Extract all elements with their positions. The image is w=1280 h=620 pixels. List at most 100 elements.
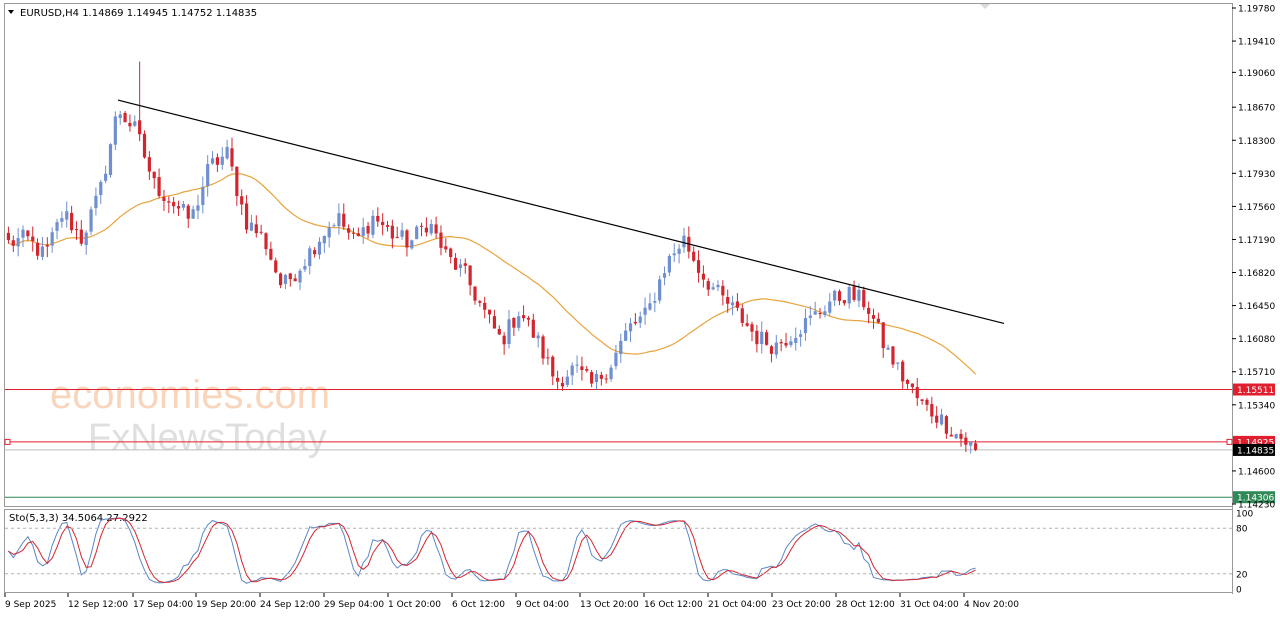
candle-body <box>463 263 467 266</box>
candle-body <box>473 286 477 301</box>
candle-body <box>147 157 151 172</box>
candle-body <box>847 287 851 304</box>
candle-body <box>371 215 375 235</box>
collapse-triangle-icon[interactable] <box>8 10 14 14</box>
candle-body <box>390 225 394 239</box>
candle-body <box>322 235 326 244</box>
candle-body <box>594 373 599 383</box>
oscillator-frame <box>4 509 1233 593</box>
candle-body <box>760 331 764 345</box>
candle-body <box>813 311 817 315</box>
time-tick-label: 31 Oct 04:00 <box>900 600 959 610</box>
time-tick-label: 17 Sep 04:00 <box>133 600 193 610</box>
candle-body <box>964 437 968 445</box>
candle-body <box>395 236 399 238</box>
price-tick-label: 1.14600 <box>1238 467 1275 477</box>
candle-body <box>84 232 88 246</box>
candle-body <box>930 404 934 417</box>
candle-body <box>667 255 671 273</box>
candle-body <box>415 226 419 240</box>
candle-body <box>439 232 443 248</box>
candle-body <box>609 367 613 380</box>
candle-body <box>449 248 453 258</box>
candle-body <box>774 342 778 355</box>
candle-body <box>949 434 953 437</box>
candle-body <box>444 246 448 250</box>
candle-body <box>973 443 978 450</box>
candle-body <box>721 285 725 296</box>
candle-body <box>716 284 720 288</box>
candle-body <box>619 340 623 355</box>
candle-body <box>259 231 263 233</box>
candle-body <box>711 287 715 290</box>
level-price-label: 1.14835 <box>1237 446 1274 456</box>
candle-body <box>254 224 258 234</box>
candle-body <box>215 157 220 165</box>
candle-body <box>604 378 608 380</box>
candle-body <box>210 158 215 164</box>
time-tick-label: 9 Oct 04:00 <box>516 600 569 610</box>
candle-body <box>104 173 108 181</box>
candle-body <box>142 133 147 158</box>
candle-body <box>99 182 103 196</box>
price-tick-label: 1.17560 <box>1238 203 1275 213</box>
candle-body <box>483 302 487 310</box>
candle-body <box>580 366 584 371</box>
stochastic-layer <box>7 517 976 584</box>
candle-body <box>745 323 749 326</box>
candle-body <box>376 215 380 222</box>
candle-body <box>35 242 40 256</box>
candle-body <box>764 332 769 345</box>
candle-body <box>556 377 560 382</box>
candle-body <box>293 278 297 282</box>
watermark-line2: FxNewsToday <box>88 417 327 459</box>
candle-body <box>881 322 885 349</box>
price-tick-label: 1.19410 <box>1238 38 1275 48</box>
candle-body <box>784 342 788 346</box>
candle-body <box>361 227 365 236</box>
candle-body <box>915 387 919 399</box>
candle-body <box>536 335 540 339</box>
candle-body <box>648 303 652 310</box>
candle-body <box>366 225 370 234</box>
candle-body <box>381 221 385 226</box>
candle-body <box>726 297 730 304</box>
candle-body <box>512 317 516 328</box>
candle-body <box>453 257 458 270</box>
candle-body <box>799 334 803 337</box>
level-price-label: 1.14925 <box>1237 438 1274 448</box>
candle-body <box>405 230 409 248</box>
candle-body <box>303 265 307 270</box>
candle-body <box>638 316 642 323</box>
level-price-label: 1.14306 <box>1237 494 1274 504</box>
candle-body <box>157 177 161 196</box>
candle-body <box>89 209 93 232</box>
candle-body <box>108 144 113 176</box>
candle-body <box>857 289 861 301</box>
candle-body <box>935 415 939 423</box>
candle-body <box>633 321 637 324</box>
candle-body <box>118 114 122 118</box>
time-tick-label: 13 Oct 20:00 <box>580 600 639 610</box>
oscillator-title: Sto(5,3,3) 34.5064 27.2922 <box>9 513 148 524</box>
candle-body <box>852 286 856 300</box>
candle-body <box>123 112 127 123</box>
candle-body <box>308 248 312 267</box>
candle-body <box>356 233 360 237</box>
candle-body <box>332 225 336 227</box>
candle-body <box>677 248 681 254</box>
time-tick-label: 4 Nov 20:00 <box>964 600 1019 610</box>
candle-body <box>833 290 837 301</box>
candle-body <box>624 330 628 341</box>
candle-body <box>152 171 156 179</box>
candle-body <box>867 307 871 314</box>
candle-body <box>750 324 754 332</box>
candle-body <box>133 121 137 126</box>
candle-body <box>891 346 895 365</box>
candle-body <box>803 318 808 334</box>
candle-body <box>249 222 254 231</box>
time-tick-label: 23 Oct 20:00 <box>772 600 831 610</box>
